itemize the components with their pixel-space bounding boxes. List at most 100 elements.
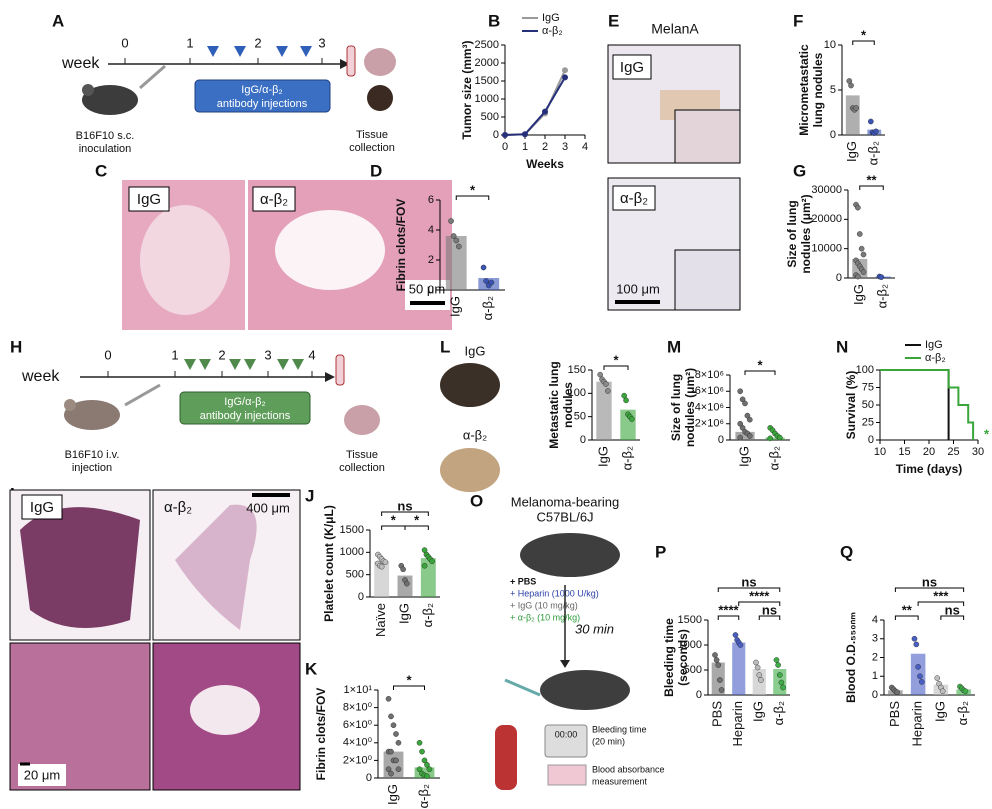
panel-label: C: [95, 161, 107, 180]
data-point: [629, 416, 635, 422]
panel-l-images: IgG α-β₂: [440, 343, 500, 492]
panel-label: J: [305, 486, 314, 505]
y-tick-label: 75: [862, 381, 874, 393]
method-text: Bleeding time: [592, 724, 647, 734]
end-text: Tissue: [346, 449, 378, 461]
data-point: [713, 657, 720, 663]
tumor: [367, 85, 393, 111]
x-tick-label: 30: [972, 446, 984, 458]
data-point: [393, 757, 399, 764]
data-point: [426, 766, 433, 773]
series-line: [504, 76, 566, 136]
sig-bracket: [859, 185, 884, 190]
sig-label: ns: [397, 498, 412, 513]
data-point: [911, 635, 918, 642]
y-tick-label: 1×10¹: [344, 684, 373, 696]
data-point: [621, 392, 627, 399]
panel-c: C IgG α-β₂ 50 μm: [95, 161, 452, 330]
y-axis-label: Fibrin clots/FOV: [314, 688, 328, 781]
data-point: [488, 279, 495, 286]
data-point: [388, 770, 394, 777]
x-tick-label: α-β₂: [416, 784, 431, 808]
week-tick: 2: [218, 347, 225, 362]
data-point: [868, 118, 874, 125]
y-tick-label: 0: [696, 689, 702, 701]
y-tick-label: 0: [428, 284, 434, 296]
y-tick-label: 4: [872, 614, 878, 626]
start-text: B16F10 i.v.: [65, 449, 120, 461]
panel-label: L: [440, 337, 450, 356]
plate: [547, 764, 587, 786]
sig-label: *: [861, 27, 867, 42]
y-tick-label: 3: [872, 633, 878, 645]
scale-label: 100 μm: [616, 281, 660, 296]
image-label: α-β₂: [620, 190, 648, 207]
data-point: [894, 689, 900, 695]
x-tick-label: PBS: [710, 701, 725, 727]
y-tick-label: 10000: [811, 243, 842, 255]
week-tick: 1: [186, 35, 193, 50]
data-point: [400, 566, 406, 573]
y-tick-label: 0: [872, 689, 878, 701]
data-point: [758, 677, 764, 683]
vessel: [275, 210, 385, 290]
panel-e: E MelanA IgG α-β₂ 100 μm: [607, 11, 741, 311]
sig-label: *: [391, 512, 397, 527]
data-point: [717, 677, 723, 683]
sig-bracket: [381, 511, 429, 516]
y-tick-label: 50: [574, 411, 586, 423]
bar: [445, 236, 467, 290]
panel-label: K: [305, 659, 318, 678]
y-tick-label: 1500: [475, 75, 499, 87]
y-axis-label: Survival (%): [844, 371, 858, 440]
data-point: [939, 688, 946, 695]
image-label: IgG: [620, 59, 644, 76]
data-point: [424, 762, 430, 768]
lung-photo: [440, 448, 500, 492]
data-point: [450, 233, 457, 239]
data-point: [917, 673, 923, 680]
week-label: week: [61, 55, 100, 72]
panel-label: O: [470, 491, 483, 510]
data-point: [421, 562, 428, 569]
x-tick-label: 0: [502, 141, 508, 153]
y-axis-label: nodules (μm²): [799, 194, 813, 273]
week-label: week: [21, 368, 60, 385]
x-tick-label: IgG: [751, 701, 766, 722]
data-point: [918, 679, 925, 685]
y-axis-label: lung nodules: [811, 52, 825, 127]
syringe: [139, 64, 166, 90]
series-line: [880, 369, 950, 440]
timer-text: 00:00: [555, 729, 578, 739]
data-point: [395, 766, 402, 773]
x-axis-label: Time (days): [896, 462, 962, 476]
y-tick-label: 0: [366, 772, 372, 784]
y-tick-label: 0: [358, 591, 364, 603]
box-text: IgG/α-β₂: [241, 84, 282, 96]
tube: [346, 45, 356, 77]
start-text: B16F10 s.c.: [76, 130, 135, 142]
y-tick-label: 4×10⁶: [695, 401, 724, 413]
panel-label: G: [793, 161, 806, 180]
y-tick-label: 0: [836, 272, 842, 284]
data-point: [878, 274, 885, 280]
treatment: + Heparin (1000 U/kg): [510, 588, 599, 598]
data-point: [718, 687, 725, 693]
panel-label: N: [836, 337, 848, 356]
timer: [544, 724, 588, 758]
y-tick-label: 5: [830, 84, 836, 96]
sig-bracket: [894, 615, 919, 620]
data-point: [742, 400, 748, 407]
data-point: [385, 766, 392, 773]
y-tick-label: 0: [830, 129, 836, 141]
data-point: [739, 396, 746, 403]
legend-label: IgG: [542, 12, 560, 24]
y-axis-label: Metastatic lung: [547, 361, 561, 448]
marker: [522, 131, 528, 138]
data-point: [623, 397, 629, 404]
box-text: IgG/α-β₂: [224, 396, 265, 408]
x-tick-label: IgG: [851, 284, 866, 305]
data-point: [934, 675, 941, 681]
y-tick-label: 2×10⁶: [695, 418, 724, 430]
data-point: [597, 371, 603, 378]
